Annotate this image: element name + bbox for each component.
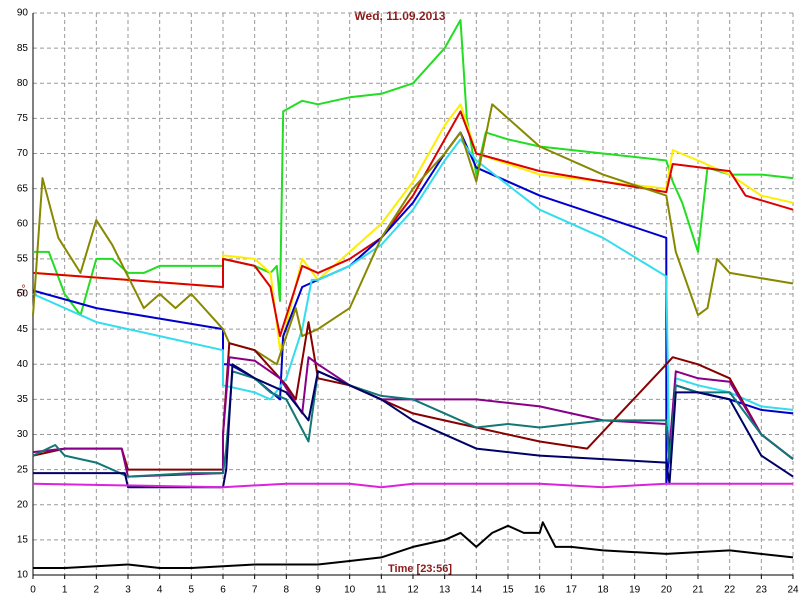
x-tick-label: 2 — [94, 585, 100, 596]
chart-title: Wed, 11.09.2013 — [354, 9, 446, 23]
y-tick-label: 45 — [17, 324, 29, 335]
x-tick-label: 7 — [252, 585, 258, 596]
x-tick-label: 5 — [189, 585, 195, 596]
series-line — [32, 103, 794, 366]
x-tick-label: 12 — [407, 585, 419, 596]
x-tick-label: 18 — [597, 585, 609, 596]
series-line — [33, 19, 794, 317]
x-tick-label: 8 — [284, 585, 290, 596]
y-axis-label: °C — [14, 284, 26, 296]
y-tick-label: 60 — [17, 218, 29, 229]
y-tick-label: 10 — [17, 570, 29, 581]
x-tick-label: 0 — [30, 585, 36, 596]
series-line — [33, 521, 794, 569]
x-tick-label: 11 — [376, 585, 387, 596]
x-tick-label: 14 — [471, 585, 483, 596]
x-tick-label: 10 — [344, 585, 356, 596]
x-tick-label: 6 — [220, 585, 226, 596]
series-line — [32, 482, 793, 489]
x-tick-label: 23 — [756, 585, 768, 596]
x-tick-label: 13 — [439, 585, 451, 596]
y-tick-label: 50 — [17, 289, 29, 300]
y-tick-label: 65 — [17, 183, 29, 194]
x-tick-label: 16 — [534, 585, 546, 596]
y-tick-label: 70 — [17, 148, 29, 159]
time-annotation: Time [23:56] — [388, 563, 452, 575]
y-tick-label: 75 — [17, 113, 29, 124]
x-tick-label: 20 — [661, 585, 673, 596]
y-tick-label: 40 — [17, 359, 29, 370]
x-tick-label: 19 — [629, 585, 641, 596]
x-tick-label: 3 — [125, 585, 131, 596]
y-tick-label: 25 — [17, 464, 29, 475]
x-tick-label: 17 — [566, 585, 578, 596]
y-tick-label: 55 — [17, 254, 29, 265]
x-tick-label: 22 — [724, 585, 736, 596]
y-tick-label: 90 — [17, 8, 29, 19]
y-tick-label: 30 — [17, 429, 29, 440]
y-tick-label: 20 — [17, 499, 29, 510]
x-tick-label: 1 — [62, 585, 68, 596]
y-tick-label: 80 — [17, 78, 29, 89]
y-tick-label: 85 — [17, 43, 29, 54]
x-tick-label: 9 — [315, 585, 321, 596]
x-tick-label: 24 — [787, 585, 799, 596]
series-line — [32, 110, 794, 338]
x-tick-label: 4 — [157, 585, 163, 596]
y-tick-label: 15 — [17, 535, 29, 546]
x-tick-label: 21 — [692, 585, 704, 596]
y-tick-label: 35 — [17, 394, 29, 405]
series-line — [32, 103, 794, 352]
x-tick-label: 15 — [502, 585, 514, 596]
